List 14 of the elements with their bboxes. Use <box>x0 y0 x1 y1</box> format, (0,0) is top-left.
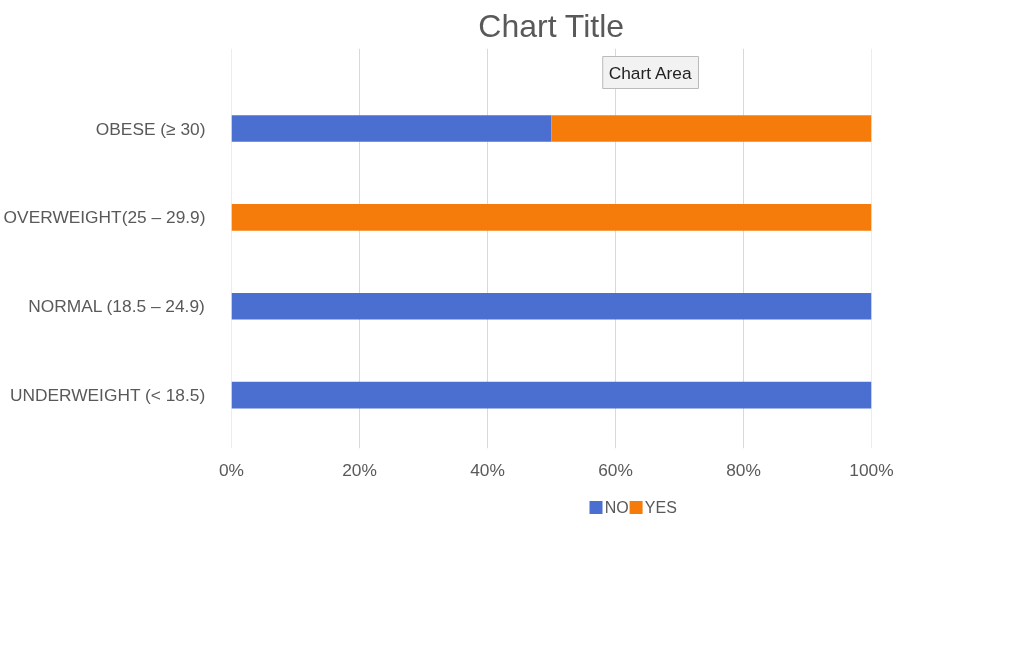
x-tick-label: 80% <box>726 459 761 480</box>
y-tick-label: UNDERWEIGHT (< 18.5) <box>9 385 206 406</box>
y-tick-label: OBESE (≥ 30) <box>95 118 206 139</box>
x-tick-label: 40% <box>470 459 505 480</box>
annotation: Chart Area <box>608 62 692 83</box>
legend-label: NO <box>604 499 629 516</box>
x-tick-label: 0% <box>218 459 245 480</box>
x-tick-label: 100% <box>849 459 894 480</box>
legend-label: YES <box>644 499 677 516</box>
x-tick-label: 20% <box>342 459 377 480</box>
chart-title: Chart Title <box>478 7 625 44</box>
y-tick-label: OVERWEIGHT(25 – 29.9) <box>3 207 206 228</box>
x-tick-label: 60% <box>598 459 633 480</box>
y-tick-label: NORMAL (18.5 – 24.9) <box>28 296 205 317</box>
